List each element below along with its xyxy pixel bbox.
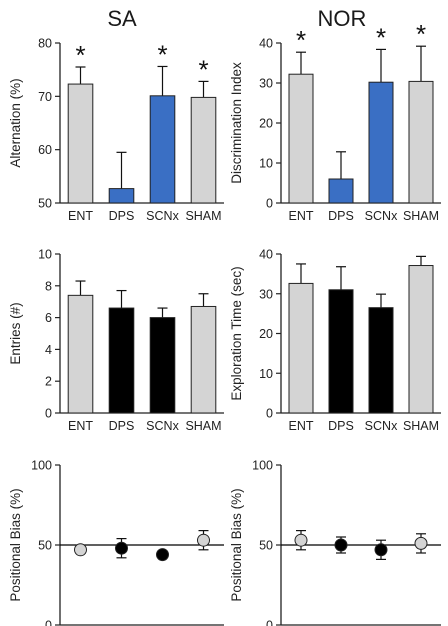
bar [67,83,94,204]
y-tick-label: 70 [38,90,52,104]
bar [368,81,394,204]
x-tick-label: SCNx [146,209,179,223]
y-tick-label: 50 [38,197,52,211]
y-axis-label: Entries (#) [8,302,23,364]
y-tick-label: 80 [38,37,52,51]
x-tick-label: DPS [109,209,135,223]
y-axis-label: Discrimination Index [229,62,244,184]
bar [67,294,94,414]
bar [408,80,434,204]
significance-marker: * [157,39,167,69]
y-tick-label: 0 [266,619,273,626]
data-point [374,543,388,557]
y-tick-label: 20 [259,327,273,341]
bar [368,307,394,414]
x-tick-label: SCNx [146,419,179,433]
x-tick-label: SHAM [185,209,221,223]
significance-marker: * [75,40,85,70]
y-tick-label: 20 [259,117,273,131]
bar [149,95,176,204]
data-point [74,543,87,557]
significance-marker: * [198,54,208,84]
data-point [156,548,169,562]
x-tick-label: ENT [68,209,93,223]
y-tick-label: 0 [266,197,273,211]
panel-sa-1: 50 60 70 80 Alternation (%) ENT DPS SCNx SHAM * * * [8,37,224,223]
panel-nor-1: 0 10 20 30 40 Discrimination Index ENT DPS SCNx S… [229,19,441,223]
x-tick-label: SHAM [403,419,439,433]
y-tick-label: 50 [38,539,52,553]
y-tick-label: 100 [252,459,273,473]
bar [328,178,354,204]
y-tick-label: 40 [259,248,273,262]
x-tick-label: SCNx [365,209,398,223]
x-tick-label: ENT [289,419,314,433]
bar [328,289,354,414]
bar [108,188,135,204]
x-tick-label: ENT [289,209,314,223]
data-point [197,533,210,547]
y-tick-label: 6 [45,311,52,325]
y-tick-label: 10 [259,367,273,381]
y-axis-label: Alternation (%) [8,78,23,167]
bar [288,282,314,414]
data-point [414,536,428,550]
x-tick-label: SCNx [365,419,398,433]
y-axis-label: Positional Bias (%) [8,488,23,601]
y-tick-label: 50 [259,539,273,553]
bar [149,317,176,414]
data-point [294,533,308,547]
x-tick-label: DPS [328,419,354,433]
x-tick-label: SHAM [185,419,221,433]
data-point [115,541,128,555]
bar [108,307,135,414]
column-title-nor: NOR [317,6,367,31]
bar [288,73,314,204]
x-tick-label: DPS [328,209,354,223]
data-point [334,538,348,552]
y-tick-label: 10 [259,157,273,171]
panel-sa-2: 0 2 4 6 8 10 Entries (#) ENT DPS SCNx SHAM [8,248,224,433]
bar [408,265,434,414]
x-tick-label: DPS [109,419,135,433]
x-tick-label: SHAM [403,209,439,223]
y-tick-label: 2 [45,375,52,389]
y-tick-label: 0 [45,407,52,421]
y-tick-label: 8 [45,279,52,293]
column-title-sa: SA [107,6,137,31]
y-tick-label: 30 [259,77,273,91]
significance-marker: * [416,19,426,49]
y-tick-label: 100 [31,459,52,473]
y-tick-label: 30 [259,287,273,301]
y-tick-label: 10 [38,248,52,262]
x-tick-label: ENT [68,419,93,433]
y-axis-label: Positional Bias (%) [229,488,244,601]
y-tick-label: 0 [45,619,52,626]
panel-nor-2: 0 10 20 30 40 Exploration Time (sec) ENT DPS SCN… [229,248,441,433]
bar [190,96,217,204]
y-axis-label: Exploration Time (sec) [229,266,244,400]
y-tick-label: 60 [38,143,52,157]
y-tick-label: 0 [266,407,273,421]
bar [190,305,217,414]
y-tick-label: 4 [45,343,52,357]
y-tick-label: 40 [259,37,273,51]
